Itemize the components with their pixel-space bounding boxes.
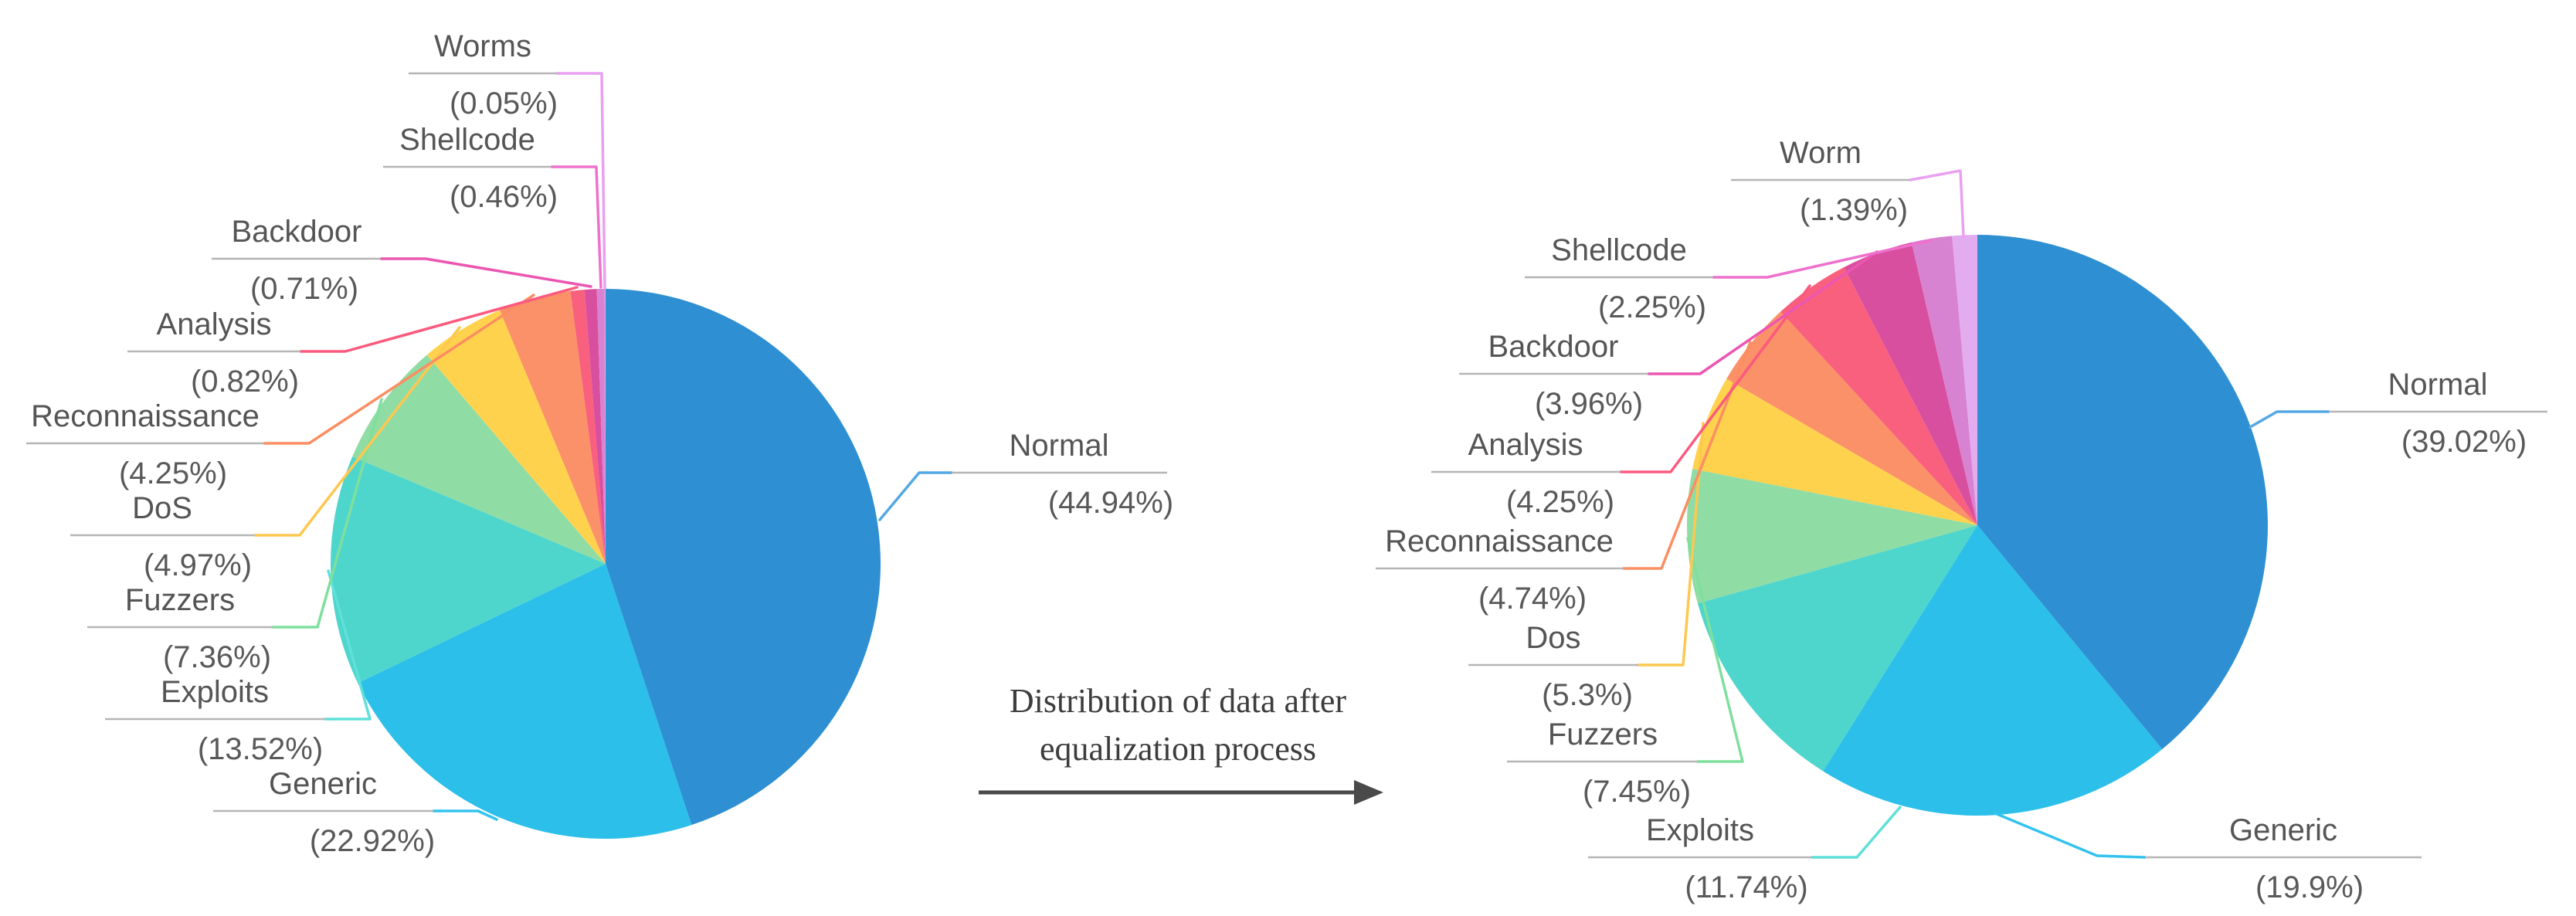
pie-slice-fuzzers [1687, 468, 1977, 604]
percent-label-fuzzers: (7.45%) [1583, 775, 1691, 809]
leader-line-backdoor [379, 257, 592, 288]
pie-slice-analysis [570, 290, 606, 564]
pie-slice-fuzzers [352, 355, 606, 564]
leader-line-generic [432, 809, 498, 821]
leader-line-analysis [299, 286, 579, 353]
category-label-generic: Generic [2229, 813, 2337, 847]
category-label-dos: Dos [1526, 621, 1580, 655]
category-label-shellcode: Shellcode [399, 123, 535, 157]
pie-slice-normal [1977, 235, 2268, 750]
category-label-backdoor: Backdoor [1488, 330, 1619, 364]
leader-line-analysis [1619, 284, 1811, 473]
percent-label-backdoor: (0.71%) [250, 272, 358, 306]
category-label-normal: Normal [1010, 429, 1109, 463]
category-label-shellcode: Shellcode [1551, 233, 1687, 267]
pie-slice-backdoor [1844, 242, 1977, 525]
pie-slice-dos [426, 310, 606, 564]
category-label-exploits: Exploits [161, 675, 269, 709]
leader-line-reconnaissance [263, 293, 535, 445]
pie-slice-dos [1692, 378, 1977, 525]
leader-line-dos [253, 326, 461, 537]
percent-label-dos: (4.97%) [144, 548, 252, 582]
percent-label-analysis: (4.25%) [1506, 485, 1614, 519]
category-label-worms: Worms [434, 29, 531, 63]
category-label-exploits: Exploits [1646, 813, 1754, 847]
percent-label-worm: (1.39%) [1800, 193, 1908, 227]
leader-line-fuzzers [1686, 537, 1744, 763]
percent-label-shellcode: (2.25%) [1598, 290, 1706, 324]
caption-line-2: equalization process [1040, 730, 1316, 768]
leader-line-shellcode [550, 165, 602, 289]
percent-label-exploits: (11.74%) [1685, 870, 1807, 904]
leader-line-exploits [324, 569, 372, 721]
leader-line-normal [2248, 410, 2330, 429]
leader-line-reconnaissance [1622, 341, 1752, 570]
right-pie-chart: Normal (39.02%) Generic (19.9%) Exploits (11.… [1376, 136, 2547, 904]
category-label-normal: Normal [2388, 368, 2488, 402]
percent-label-backdoor: (3.96%) [1535, 387, 1643, 421]
category-label-fuzzers: Fuzzers [125, 583, 235, 617]
leader-line-generic [1994, 812, 2147, 859]
percent-label-normal: (44.94%) [1048, 486, 1173, 520]
right-arrow-icon [979, 780, 1383, 805]
leader-line-normal [878, 471, 953, 521]
category-label-backdoor: Backdoor [232, 215, 362, 249]
pie-slice-exploits [1697, 525, 1977, 772]
category-label-worm: Worm [1780, 136, 1862, 170]
pie-slice-backdoor [584, 289, 606, 564]
percent-label-normal: (39.02%) [2401, 425, 2527, 459]
transition-caption: Distribution of data after equalization … [979, 682, 1383, 805]
leader-line-fuzzers [271, 398, 383, 629]
pie-slice-worm [1952, 235, 1977, 525]
pie-slice-generic [358, 564, 692, 840]
left-pie-chart: Normal (44.94%) Generic (22.92%) Exploits (13… [26, 29, 1173, 858]
percent-label-dos: (5.3%) [1542, 678, 1633, 712]
percent-label-analysis: (0.82%) [191, 365, 299, 399]
caption-line-1: Distribution of data after [1010, 682, 1347, 720]
leader-line-backdoor [1647, 250, 1879, 375]
category-label-generic: Generic [269, 767, 377, 801]
leader-line-shellcode [1712, 239, 1933, 279]
leader-line-dos [1637, 422, 1705, 667]
leader-line-worms [555, 72, 606, 290]
percent-label-generic: (22.92%) [310, 824, 435, 858]
pie-slice-generic [1823, 525, 2163, 816]
pie-slice-shellcode [1911, 236, 1977, 525]
percent-label-fuzzers: (7.36%) [163, 640, 271, 674]
percent-label-reconnaissance: (4.25%) [119, 456, 227, 490]
category-label-reconnaissance: Reconnaissance [31, 399, 260, 433]
pie-slice-reconnaissance [1726, 311, 1977, 525]
leader-line-worm [1909, 169, 1965, 238]
percent-label-shellcode: (0.46%) [450, 180, 558, 214]
pie-slice-analysis [1780, 267, 1977, 525]
category-label-fuzzers: Fuzzers [1548, 718, 1658, 751]
pie-slice-reconnaissance [499, 290, 606, 564]
pie-slice-worms [604, 288, 606, 564]
percent-label-worms: (0.05%) [450, 87, 558, 120]
category-label-analysis: Analysis [1468, 428, 1583, 462]
percent-label-reconnaissance: (4.74%) [1478, 582, 1587, 616]
percent-label-generic: (19.9%) [2255, 870, 2364, 904]
category-label-analysis: Analysis [157, 307, 272, 341]
leader-line-exploits [1811, 806, 1902, 859]
category-label-dos: DoS [132, 491, 192, 525]
pie-slice-normal [606, 289, 881, 826]
pie-slice-shellcode [596, 289, 606, 564]
category-label-reconnaissance: Reconnaissance [1385, 524, 1614, 558]
percent-label-exploits: (13.52%) [198, 732, 323, 766]
pie-slice-exploits [330, 456, 606, 684]
